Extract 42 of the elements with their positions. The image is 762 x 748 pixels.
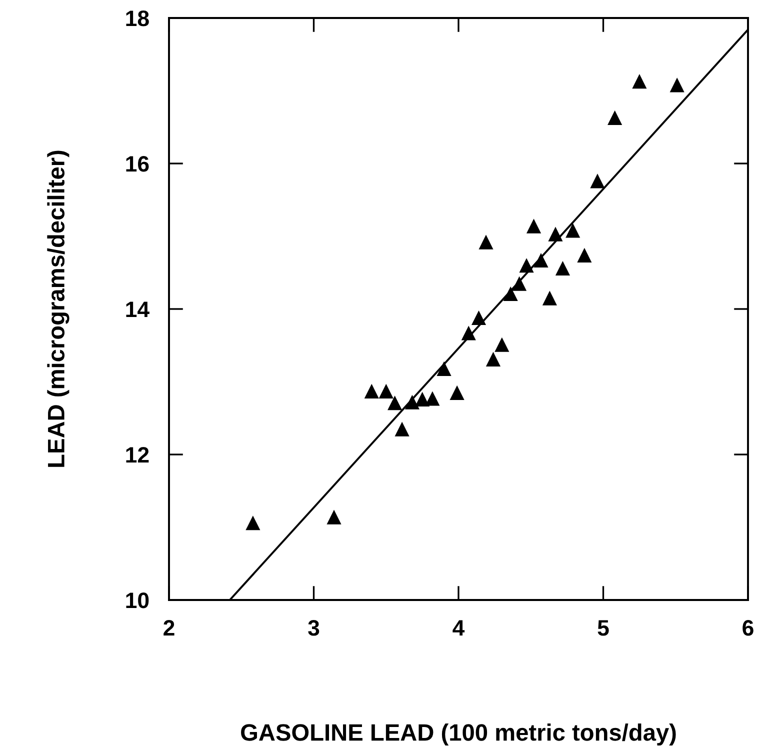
- point: [394, 422, 410, 436]
- point: [512, 276, 527, 291]
- point: [632, 74, 647, 89]
- point: [608, 110, 622, 125]
- point: [526, 218, 542, 234]
- y-tick-label: 12: [126, 447, 149, 463]
- point: [503, 286, 518, 302]
- x-tick-label: 6: [742, 620, 754, 636]
- point: [519, 258, 534, 273]
- point: [670, 78, 684, 92]
- point: [415, 392, 430, 406]
- point: [590, 174, 605, 188]
- y-tick-label: 10: [126, 592, 149, 608]
- point: [534, 252, 548, 268]
- point: [548, 226, 563, 242]
- point: [478, 234, 494, 250]
- point: [326, 510, 342, 524]
- x-axis-title: GASOLINE LEAD (100 metric tons/day): [241, 723, 676, 746]
- x-tick-label: 4: [452, 620, 465, 636]
- y-tick-label: 14: [126, 302, 150, 318]
- x-tick-label: 5: [598, 620, 609, 636]
- x-tick-label: 2: [164, 620, 174, 636]
- point: [388, 396, 402, 410]
- point: [364, 384, 379, 398]
- point: [461, 326, 476, 340]
- x-tick-label: 3: [308, 620, 320, 636]
- y-tick-label: 18: [126, 10, 149, 26]
- point: [471, 310, 486, 326]
- point: [555, 260, 570, 276]
- point: [378, 384, 394, 398]
- point: [486, 352, 501, 366]
- y-tick-label: 16: [126, 156, 149, 172]
- y-axis-title: LEAD (micrograms/deciliter): [47, 150, 70, 467]
- point: [436, 361, 452, 376]
- point: [494, 337, 510, 352]
- point: [577, 248, 592, 262]
- point: [566, 223, 580, 238]
- point: [425, 391, 440, 406]
- point: [542, 290, 557, 306]
- point: [450, 385, 464, 400]
- point: [246, 516, 260, 530]
- point: [404, 394, 420, 410]
